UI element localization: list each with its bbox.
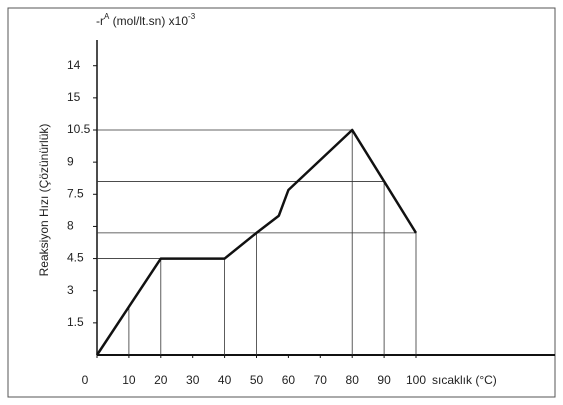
x-tick-label: 0 xyxy=(82,373,89,387)
x-tick-label: 30 xyxy=(186,373,200,387)
x-tick-label: 80 xyxy=(346,373,360,387)
x-tick-label: 70 xyxy=(314,373,328,387)
frame xyxy=(7,7,556,398)
y-tick-label: 15 xyxy=(67,90,81,104)
y-tick-label: 8 xyxy=(67,219,74,233)
title-part: -3 xyxy=(188,12,196,21)
y-axis-label: Reaksiyon Hızı (Çözünürlük) xyxy=(37,124,51,277)
x-tick-label: 20 xyxy=(154,373,168,387)
x-tick-label: 100 xyxy=(406,373,426,387)
x-tick-label: 10 xyxy=(122,373,136,387)
data-line xyxy=(95,128,418,356)
title-part: -r xyxy=(96,14,104,28)
chart-title: -rA (mol/lt.sn) x10-3 xyxy=(96,12,196,28)
x-tick-label: 90 xyxy=(377,373,391,387)
title-part: (mol/lt.sn) x10 xyxy=(109,14,188,28)
y-tick-label: 9 xyxy=(67,154,74,168)
y-tick-label: 1.5 xyxy=(67,315,84,329)
y-tick-label: 4.5 xyxy=(67,251,84,265)
x-tick-label: 60 xyxy=(282,373,296,387)
x-tick-label: 50 xyxy=(250,373,264,387)
y-tick-label: 7.5 xyxy=(67,186,84,200)
x-axis-label: sıcaklık (°C) xyxy=(432,373,497,387)
x-tick-label: 40 xyxy=(218,373,232,387)
title-part: A xyxy=(104,12,110,21)
y-tick-label: 14 xyxy=(67,58,81,72)
y-tick-label: 10.5 xyxy=(67,122,91,136)
y-tick-label: 3 xyxy=(67,283,74,297)
